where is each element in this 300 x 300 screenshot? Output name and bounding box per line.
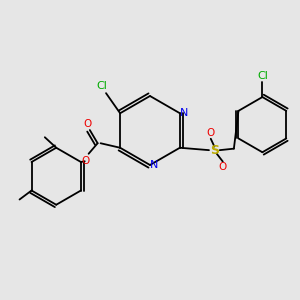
Text: O: O xyxy=(81,156,89,166)
Text: S: S xyxy=(210,144,219,157)
Text: Cl: Cl xyxy=(257,71,268,81)
Text: N: N xyxy=(180,108,188,118)
Text: O: O xyxy=(83,119,91,129)
Text: N: N xyxy=(150,160,158,170)
Text: Cl: Cl xyxy=(96,81,107,91)
Text: O: O xyxy=(207,128,215,138)
Text: O: O xyxy=(219,162,227,172)
